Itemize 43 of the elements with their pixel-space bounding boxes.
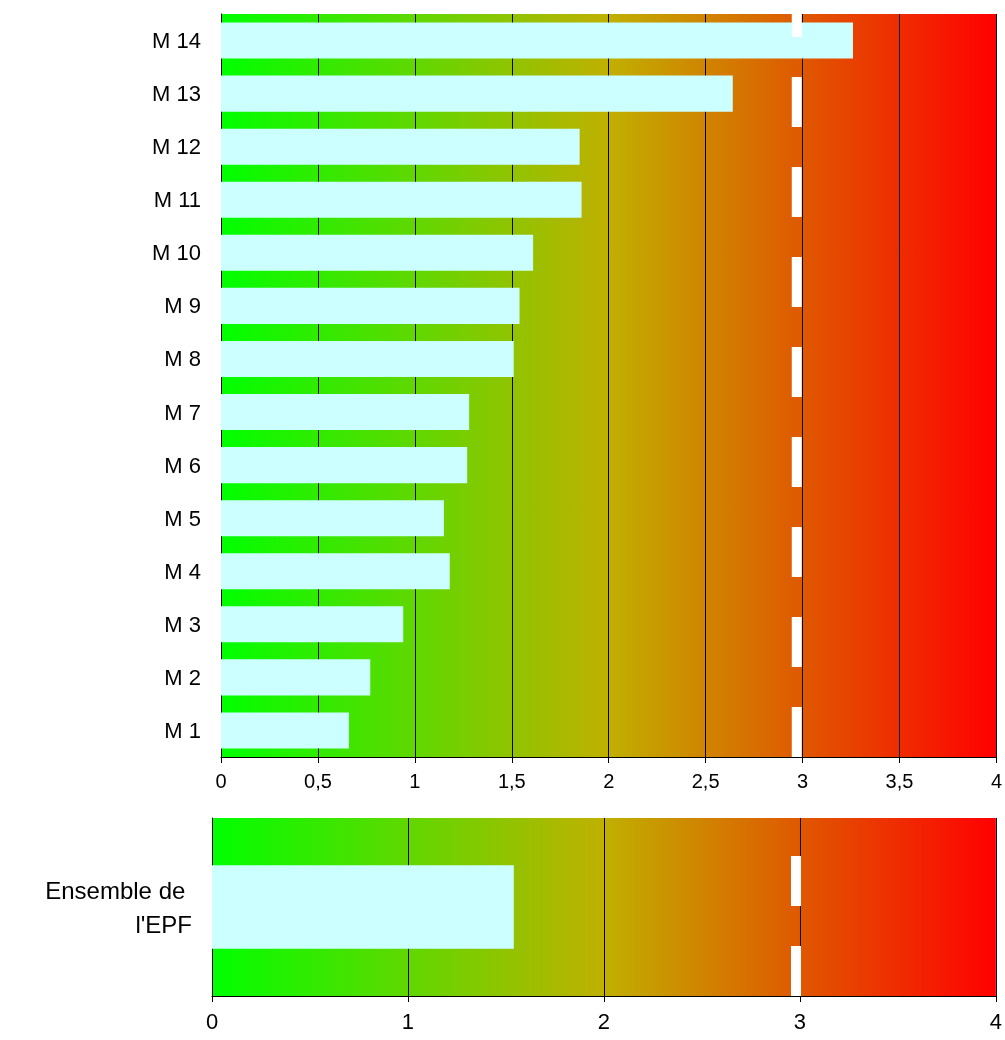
x-tick-label: 1 — [409, 770, 421, 792]
y-tick-label: M 6 — [164, 452, 201, 478]
x-tick-label: 2 — [603, 770, 615, 792]
bar — [221, 393, 470, 431]
x-tick-label: 2,5 — [691, 770, 720, 792]
x-tick-label: 3 — [793, 1008, 807, 1034]
bar — [221, 128, 580, 165]
y-tick-label: Ensemble de l'EPF — [45, 876, 192, 938]
x-tick-label: 3 — [797, 770, 809, 792]
y-tick-label: M 3 — [164, 611, 201, 637]
x-tick-label: 4 — [990, 770, 1002, 792]
bar — [221, 606, 404, 643]
y-tick-label: M 12 — [152, 134, 201, 160]
x-tick-label: 3,5 — [885, 770, 914, 792]
y-tick-label: M 9 — [164, 293, 201, 319]
x-tick-label: 0 — [205, 1008, 219, 1034]
y-tick-label: M 5 — [164, 505, 201, 531]
x-tick-label: 1 — [401, 1008, 415, 1034]
x-tick-label: 0,5 — [304, 770, 332, 792]
bar — [221, 659, 371, 696]
y-tick-label: M 14 — [152, 28, 201, 54]
y-tick-label: M 7 — [164, 399, 201, 425]
bar — [221, 712, 349, 749]
y-tick-label: M 10 — [152, 240, 201, 266]
bar — [221, 75, 733, 112]
x-tick-label: 1,5 — [497, 770, 526, 792]
bar — [221, 553, 450, 590]
bar — [221, 340, 514, 378]
y-tick-label: M 2 — [164, 664, 201, 690]
bar — [221, 22, 853, 59]
y-tick-label: M 11 — [153, 187, 201, 213]
x-tick-label: 2 — [597, 1008, 611, 1034]
y-tick-label: M 8 — [164, 346, 201, 372]
bar — [221, 181, 582, 218]
y-tick-label: M 1 — [164, 717, 201, 743]
x-tick-label: 0 — [215, 770, 227, 792]
x-tick-label: 4 — [989, 1008, 1003, 1034]
bar — [221, 500, 444, 537]
bar — [221, 447, 468, 484]
y-tick-label: M 13 — [152, 81, 201, 107]
bar — [221, 287, 520, 324]
bar — [221, 234, 534, 271]
y-tick-label: M 4 — [164, 558, 201, 584]
